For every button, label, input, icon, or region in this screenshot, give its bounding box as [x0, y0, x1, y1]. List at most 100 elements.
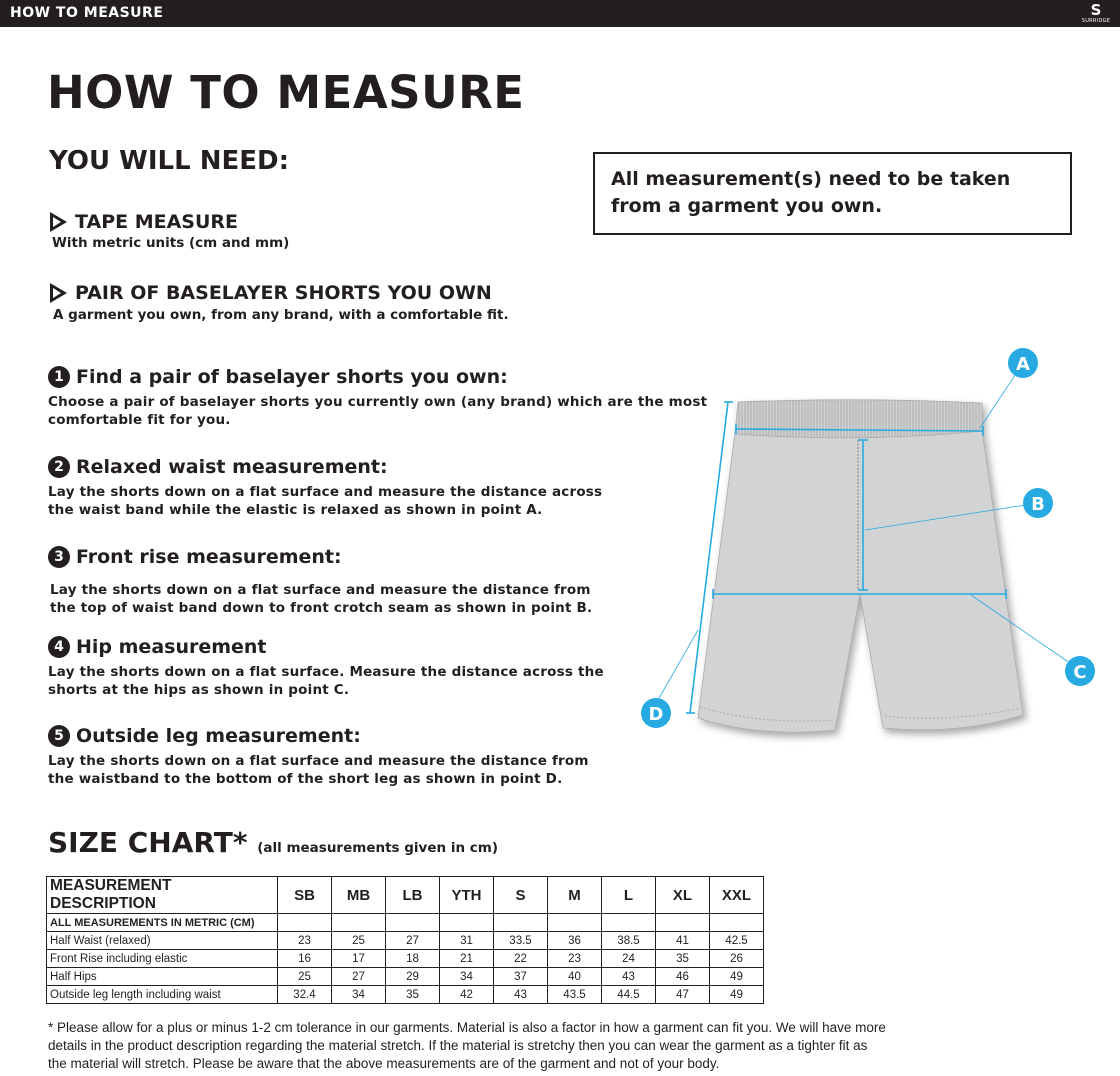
column-header-size: M	[547, 876, 602, 914]
table-header-row: MEASUREMENT DESCRIPTION SB MB LB YTH S M L XL XXL	[46, 876, 764, 914]
value-cell: 33.5	[493, 931, 548, 950]
step-body: Lay the shorts down on a flat surface an…	[48, 484, 603, 518]
empty-cell	[331, 913, 386, 932]
table-row: Half Hips 25 27 29 34 37 40 43 46 49	[46, 967, 764, 986]
value-cell: 47	[655, 985, 710, 1004]
need-item-label: TAPE MEASURE	[75, 211, 239, 233]
value-cell: 34	[439, 967, 494, 986]
value-cell: 49	[709, 967, 764, 986]
you-will-need-heading: YOU WILL NEED:	[49, 146, 289, 176]
value-cell: 42	[439, 985, 494, 1004]
column-header-size: S	[493, 876, 548, 914]
step-title: Outside leg measurement:	[76, 725, 361, 747]
step-number: 5	[48, 725, 70, 747]
value-cell: 43	[493, 985, 548, 1004]
point-d-marker: D	[641, 698, 671, 728]
value-cell: 25	[277, 967, 332, 986]
step-title: Find a pair of baselayer shorts you own:	[76, 366, 508, 388]
top-bar: HOW TO MEASURE S SURRIDGE	[0, 0, 1120, 27]
shorts-diagram: A B C D	[641, 348, 1095, 733]
empty-cell	[439, 913, 494, 932]
value-cell: 42.5	[709, 931, 764, 950]
column-header-size: XL	[655, 876, 710, 914]
shorts-illustration	[697, 399, 1024, 733]
need-item-detail: A garment you own, from any brand, with …	[53, 307, 509, 323]
row-label: Front Rise including elastic	[46, 949, 278, 968]
empty-cell	[277, 913, 332, 932]
table-row: Half Waist (relaxed) 23 25 27 31 33.5 36 38.5 41…	[46, 931, 764, 950]
step-3: 3 Front rise measurement: Lay the shorts …	[48, 546, 608, 617]
value-cell: 27	[331, 967, 386, 986]
step-title: Relaxed waist measurement:	[76, 456, 388, 478]
value-cell: 24	[601, 949, 656, 968]
step-number: 4	[48, 636, 70, 658]
empty-cell	[385, 913, 440, 932]
top-bar-title: HOW TO MEASURE	[10, 5, 164, 21]
step-number: 2	[48, 456, 70, 478]
column-header-size: LB	[385, 876, 440, 914]
value-cell: 36	[547, 931, 602, 950]
step-body: Lay the shorts down on a flat surface an…	[50, 582, 593, 616]
step-4: 4 Hip measurement Lay the shorts down on …	[48, 636, 608, 699]
value-cell: 29	[385, 967, 440, 986]
row-label: Half Hips	[46, 967, 278, 986]
empty-cell	[655, 913, 710, 932]
step-body: Choose a pair of baselayer shorts you cu…	[48, 394, 708, 428]
column-header-size: L	[601, 876, 656, 914]
value-cell: 43	[601, 967, 656, 986]
svg-text:A: A	[1016, 354, 1030, 375]
value-cell: 49	[709, 985, 764, 1004]
value-cell: 35	[385, 985, 440, 1004]
value-cell: 27	[385, 931, 440, 950]
value-cell: 16	[277, 949, 332, 968]
value-cell: 41	[655, 931, 710, 950]
value-cell: 18	[385, 949, 440, 968]
value-cell: 25	[331, 931, 386, 950]
page-title: HOW TO MEASURE	[47, 66, 525, 119]
need-item-shorts: PAIR OF BASELAYER SHORTS YOU OWN A garme…	[50, 282, 509, 323]
empty-cell	[493, 913, 548, 932]
need-item-tape-measure: TAPE MEASURE With metric units (cm and m…	[50, 211, 289, 251]
value-cell: 17	[331, 949, 386, 968]
need-item-label: PAIR OF BASELAYER SHORTS YOU OWN	[75, 282, 492, 304]
empty-cell	[601, 913, 656, 932]
empty-cell	[547, 913, 602, 932]
value-cell: 22	[493, 949, 548, 968]
svg-text:C: C	[1073, 662, 1086, 683]
size-chart-subtitle: (all measurements given in cm)	[257, 840, 499, 856]
triangle-bullet-icon	[50, 283, 67, 303]
value-cell: 44.5	[601, 985, 656, 1004]
step-5: 5 Outside leg measurement: Lay the shorts…	[48, 725, 608, 788]
subheader-cell: ALL MEASUREMENTS IN METRIC (CM)	[46, 913, 278, 932]
point-c-marker: C	[1065, 656, 1095, 686]
value-cell: 26	[709, 949, 764, 968]
value-cell: 43.5	[547, 985, 602, 1004]
notice-box: All measurement(s) need to be taken from…	[593, 152, 1072, 235]
table-row: Outside leg length including waist 32.4 34…	[46, 985, 764, 1004]
table-row: Front Rise including elastic 16 17 18 21 22 23…	[46, 949, 764, 968]
value-cell: 23	[547, 949, 602, 968]
value-cell: 32.4	[277, 985, 332, 1004]
value-cell: 23	[277, 931, 332, 950]
value-cell: 31	[439, 931, 494, 950]
step-body: Lay the shorts down on a flat surface an…	[48, 753, 589, 787]
triangle-bullet-icon	[50, 212, 67, 232]
value-cell: 40	[547, 967, 602, 986]
value-cell: 46	[655, 967, 710, 986]
step-number: 3	[48, 546, 70, 568]
step-title: Hip measurement	[76, 636, 267, 658]
footnote: * Please allow for a plus or minus 1-2 c…	[48, 1020, 886, 1071]
column-header-description: MEASUREMENT DESCRIPTION	[46, 876, 278, 914]
row-label: Outside leg length including waist	[46, 985, 278, 1004]
need-item-detail: With metric units (cm and mm)	[52, 235, 290, 251]
svg-text:B: B	[1031, 494, 1045, 515]
empty-cell	[709, 913, 764, 932]
column-header-size: MB	[331, 876, 386, 914]
step-1: 1 Find a pair of baselayer shorts you own…	[48, 366, 708, 429]
value-cell: 35	[655, 949, 710, 968]
step-title: Front rise measurement:	[76, 546, 342, 568]
svg-text:D: D	[649, 704, 664, 725]
point-b-marker: B	[1023, 488, 1053, 518]
step-number: 1	[48, 366, 70, 388]
column-header-size: XXL	[709, 876, 764, 914]
